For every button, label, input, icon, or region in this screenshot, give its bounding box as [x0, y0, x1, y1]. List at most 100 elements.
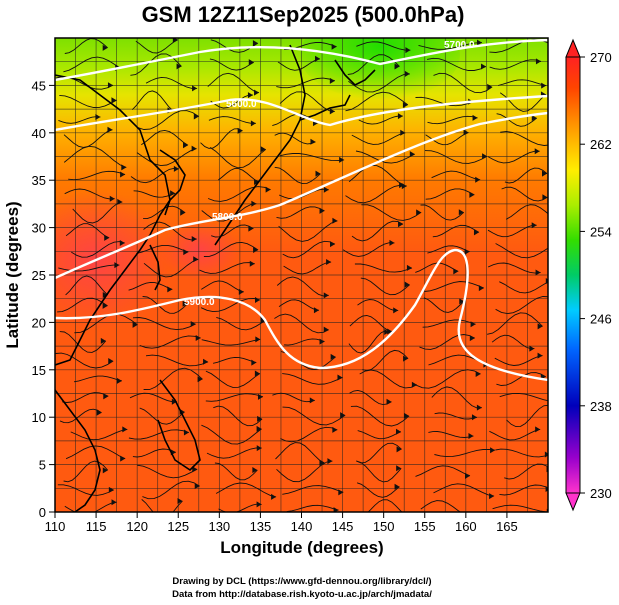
- streamline-arrow: [332, 217, 338, 224]
- streamline-arrow: [396, 446, 402, 453]
- colorbar-scale: [565, 56, 581, 494]
- streamline: [143, 221, 197, 241]
- streamline-arrow: [473, 229, 479, 236]
- streamline: [501, 186, 548, 202]
- streamline: [142, 480, 200, 500]
- streamline-arrow: [249, 260, 255, 267]
- streamline-arrow: [107, 82, 113, 89]
- streamline: [65, 275, 109, 296]
- streamline-arrow: [394, 63, 400, 70]
- streamline: [200, 128, 243, 149]
- streamline-arrow: [108, 486, 114, 493]
- colorbar-label: 270: [590, 50, 612, 65]
- colorbar-label: 254: [590, 224, 612, 239]
- colorbar-min-arrow: [565, 492, 581, 512]
- streamline-arrow: [102, 44, 108, 51]
- streamline-arrow: [191, 236, 197, 243]
- x-tick-label: 120: [126, 519, 148, 534]
- streamline: [487, 224, 537, 238]
- streamline-arrow: [111, 499, 117, 506]
- y-tick-label: 40: [32, 126, 46, 141]
- contour-label-5600: 5600.0: [226, 99, 257, 110]
- streamline-arrow: [176, 63, 182, 70]
- streamline: [362, 349, 409, 372]
- streamline: [143, 367, 203, 391]
- streamline-arrow: [404, 281, 410, 288]
- streamline: [433, 72, 493, 94]
- contour-label-5800: 5800.0: [212, 212, 243, 223]
- streamline-arrow: [476, 404, 482, 411]
- streamline: [283, 261, 332, 275]
- streamline-arrow: [405, 47, 411, 54]
- colorbar-label: 238: [590, 399, 612, 414]
- streamline: [282, 373, 343, 385]
- streamline-arrow: [387, 328, 393, 335]
- streamline-arrow: [167, 286, 173, 293]
- streamline: [427, 115, 478, 125]
- streamline-arrow: [531, 222, 537, 229]
- streamline-arrow: [537, 323, 543, 330]
- cold-anomaly: [300, 38, 460, 100]
- streamline-arrow: [256, 501, 262, 508]
- streamline: [284, 338, 325, 346]
- streamline-arrow: [183, 142, 189, 149]
- streamline: [348, 165, 405, 186]
- x-tick-label: 135: [250, 519, 272, 534]
- streamline: [356, 460, 402, 483]
- streamline-arrow: [544, 451, 548, 458]
- streamline-arrow: [458, 209, 464, 216]
- streamline-arrow: [535, 269, 541, 276]
- streamline: [351, 220, 404, 242]
- streamline-arrow: [253, 246, 259, 253]
- streamline-arrow: [120, 171, 126, 178]
- streamline: [209, 147, 267, 169]
- streamline: [212, 356, 257, 364]
- streamline-arrow: [265, 186, 271, 193]
- streamline-arrow: [478, 285, 484, 292]
- streamline-arrow: [404, 412, 410, 419]
- credit-drawing: Drawing by DCL (https://www.gfd-dennou.o…: [172, 576, 431, 587]
- streamline: [278, 220, 338, 242]
- streamline: [68, 170, 126, 181]
- streamline: [349, 389, 392, 406]
- streamline-arrow: [197, 376, 203, 383]
- streamline: [431, 386, 482, 409]
- streamline-arrow: [332, 426, 338, 433]
- streamline-arrow: [319, 207, 325, 214]
- streamline: [424, 281, 484, 292]
- geopotential-contours: [55, 38, 548, 382]
- streamline: [201, 203, 257, 222]
- streamline-arrow: [192, 85, 198, 92]
- streamline: [137, 110, 200, 130]
- streamline-arrow: [102, 302, 108, 309]
- streamline-arrow: [238, 288, 244, 295]
- streamline-arrow: [319, 338, 325, 345]
- colorbar-label: 230: [590, 486, 612, 501]
- streamline: [145, 354, 209, 367]
- streamline: [504, 167, 548, 184]
- streamline: [201, 424, 262, 445]
- streamline: [131, 90, 173, 111]
- y-tick-label: 15: [32, 363, 46, 378]
- streamline-arrow: [555, 239, 560, 245]
- streamline-arrow: [257, 393, 263, 400]
- streamline-arrow: [397, 113, 403, 120]
- streamline: [128, 281, 173, 291]
- streamline-arrow: [260, 146, 266, 153]
- streamline-arrow: [323, 186, 329, 193]
- streamline-arrow: [193, 256, 199, 263]
- streamline: [357, 299, 399, 311]
- streamline-arrow: [402, 101, 408, 108]
- streamline: [206, 447, 262, 459]
- streamline-arrow: [475, 176, 481, 183]
- streamline: [215, 482, 277, 498]
- streamline-arrow: [535, 426, 541, 433]
- streamline: [505, 204, 548, 220]
- streamline-arrow: [254, 179, 260, 186]
- streamline: [55, 352, 114, 369]
- streamline: [282, 485, 344, 495]
- streamline-arrow: [252, 40, 258, 47]
- streamline: [495, 243, 548, 259]
- wind-streamlines: [55, 38, 560, 512]
- streamline: [282, 240, 336, 259]
